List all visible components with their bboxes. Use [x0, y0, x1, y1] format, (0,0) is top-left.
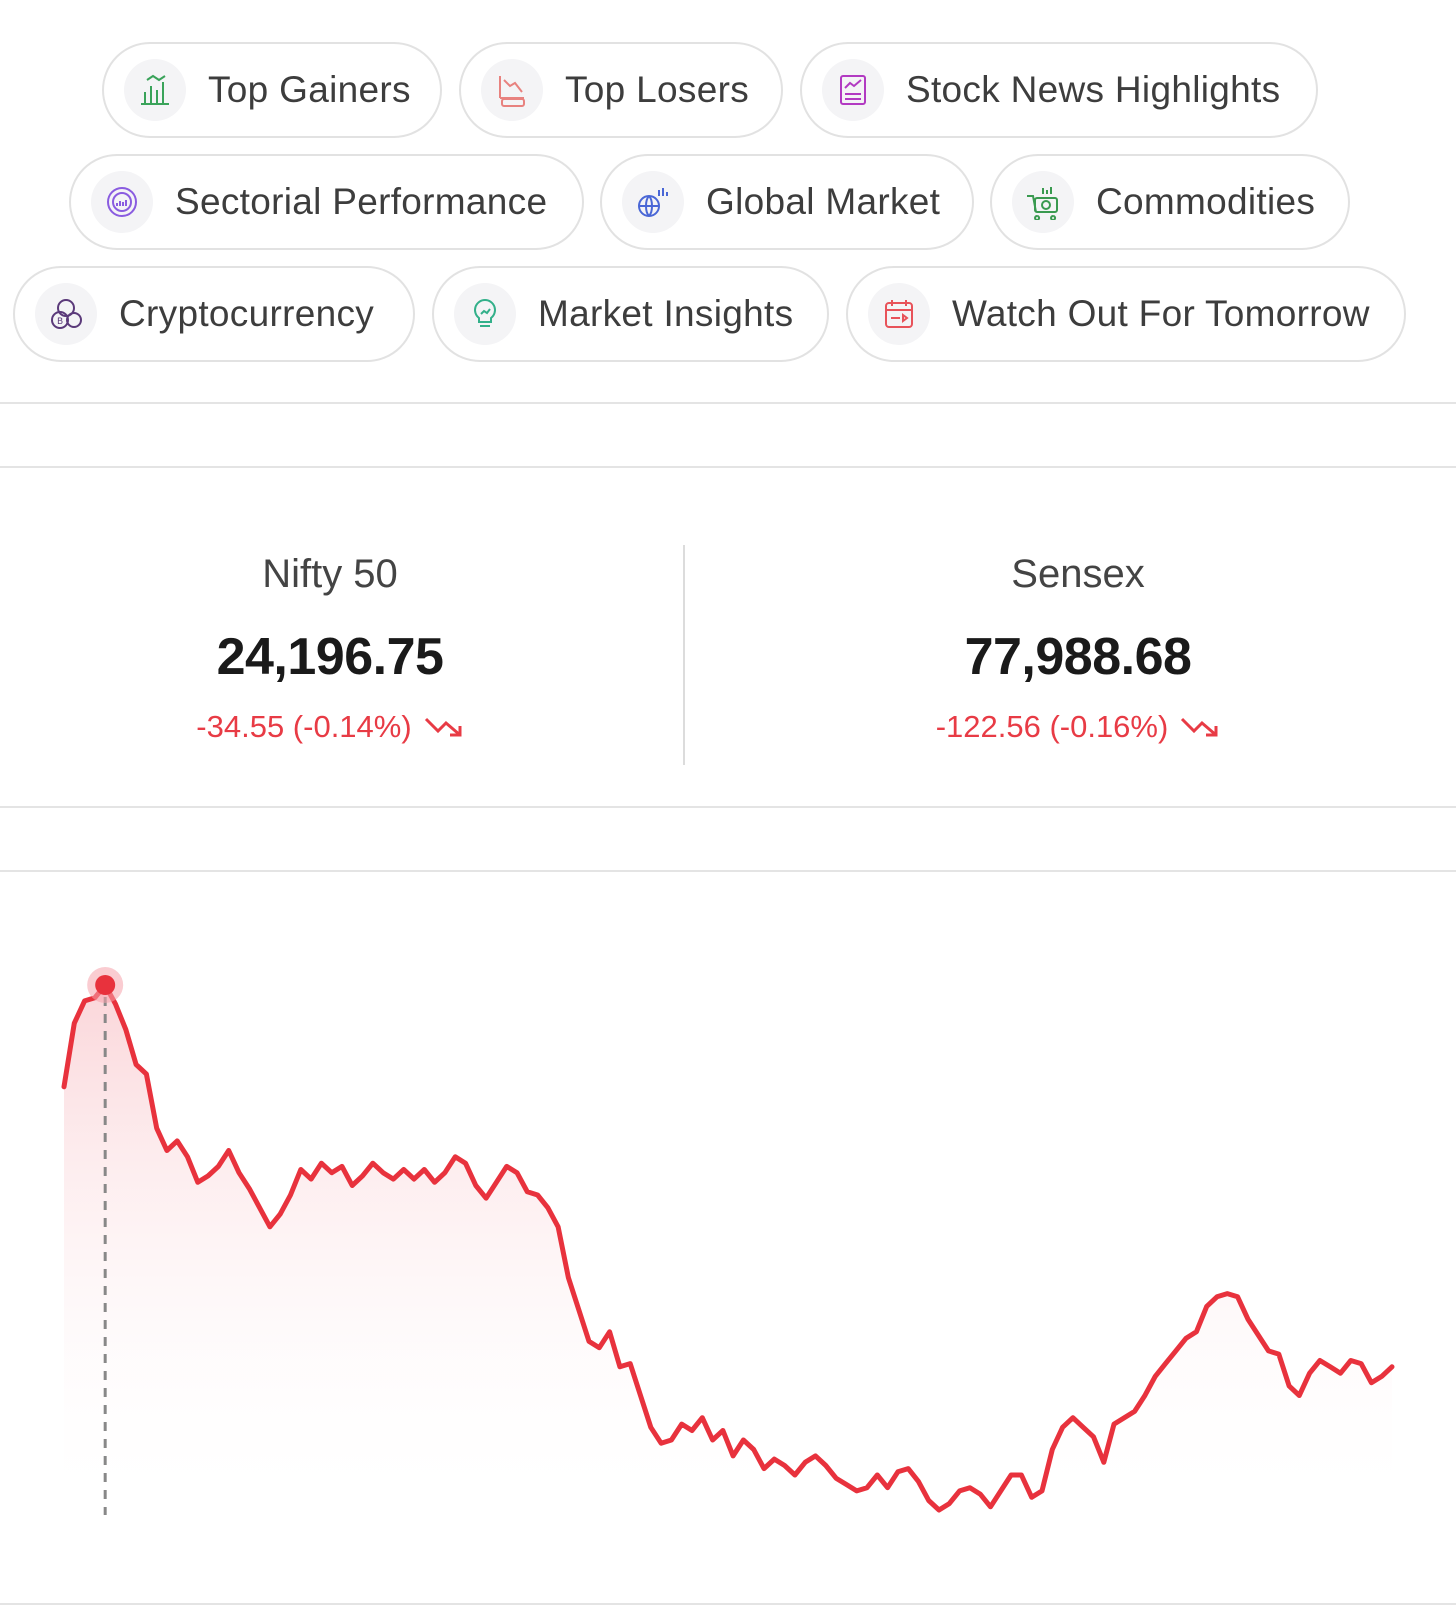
chip-global-market[interactable]: Global Market	[600, 154, 974, 250]
chip-commodities[interactable]: Commodities	[990, 154, 1350, 250]
chart-marker[interactable]	[95, 975, 116, 995]
divider	[0, 402, 1456, 404]
chip-label: Global Market	[706, 181, 941, 222]
chart-area-fill	[64, 985, 1392, 1515]
index-card-nifty[interactable]: Nifty 50 24,196.75 -34.55 (-0.14%)	[0, 480, 660, 770]
loss-chart-icon	[481, 59, 543, 121]
chip-label: Watch Out For Tomorrow	[952, 293, 1370, 334]
chart-series-line	[61, 982, 1395, 1513]
index-name: Sensex	[1011, 552, 1145, 596]
trend-down-icon	[424, 709, 464, 745]
divider	[0, 466, 1456, 468]
bar-chart-up-icon	[124, 59, 186, 121]
chip-cryptocurrency[interactable]: B Cryptocurrency	[13, 266, 415, 362]
index-change-text: -34.55 (-0.14%)	[196, 709, 412, 744]
commodities-cart-icon	[1012, 171, 1074, 233]
newspaper-chart-icon	[822, 59, 884, 121]
crypto-coins-icon: B	[35, 283, 97, 345]
chart-svg	[61, 967, 1395, 1515]
divider	[0, 806, 1456, 808]
chip-top-losers[interactable]: Top Losers	[459, 42, 783, 138]
chip-label: Commodities	[1096, 181, 1316, 222]
index-value: 77,988.68	[964, 628, 1192, 686]
chip-label: Top Gainers	[208, 69, 411, 110]
chip-label: Market Insights	[538, 293, 794, 334]
trend-down-icon	[1180, 709, 1220, 745]
vertical-separator	[683, 545, 685, 765]
index-card-sensex[interactable]: Sensex 77,988.68 -122.56 (-0.16%)	[708, 480, 1448, 770]
chip-watch-out-for-tomorrow[interactable]: Watch Out For Tomorrow	[846, 266, 1406, 362]
globe-chart-icon	[622, 171, 684, 233]
sector-gauge-icon	[91, 171, 153, 233]
index-value: 24,196.75	[216, 628, 444, 686]
divider	[0, 1603, 1456, 1605]
divider	[0, 870, 1456, 872]
index-name: Nifty 50	[262, 552, 398, 596]
chip-label: Stock News Highlights	[906, 69, 1281, 110]
chip-top-gainers[interactable]: Top Gainers	[102, 42, 442, 138]
chip-label: Cryptocurrency	[119, 293, 375, 334]
calendar-icon	[868, 283, 930, 345]
chip-market-insights[interactable]: Market Insights	[432, 266, 829, 362]
chip-stock-news-highlights[interactable]: Stock News Highlights	[800, 42, 1318, 138]
intraday-chart[interactable]	[0, 895, 1456, 1595]
index-change-text: -122.56 (-0.16%)	[935, 709, 1169, 744]
svg-text:B: B	[57, 317, 63, 327]
index-change: -122.56 (-0.16%)	[708, 709, 1448, 745]
index-change: -34.55 (-0.14%)	[0, 709, 660, 745]
quick-links: Top Gainers Top Losers Stock News Highli…	[0, 0, 1456, 400]
chip-sectorial-performance[interactable]: Sectorial Performance	[69, 154, 584, 250]
chip-label: Top Losers	[565, 69, 749, 110]
chip-label: Sectorial Performance	[175, 181, 548, 222]
lightbulb-chart-icon	[454, 283, 516, 345]
